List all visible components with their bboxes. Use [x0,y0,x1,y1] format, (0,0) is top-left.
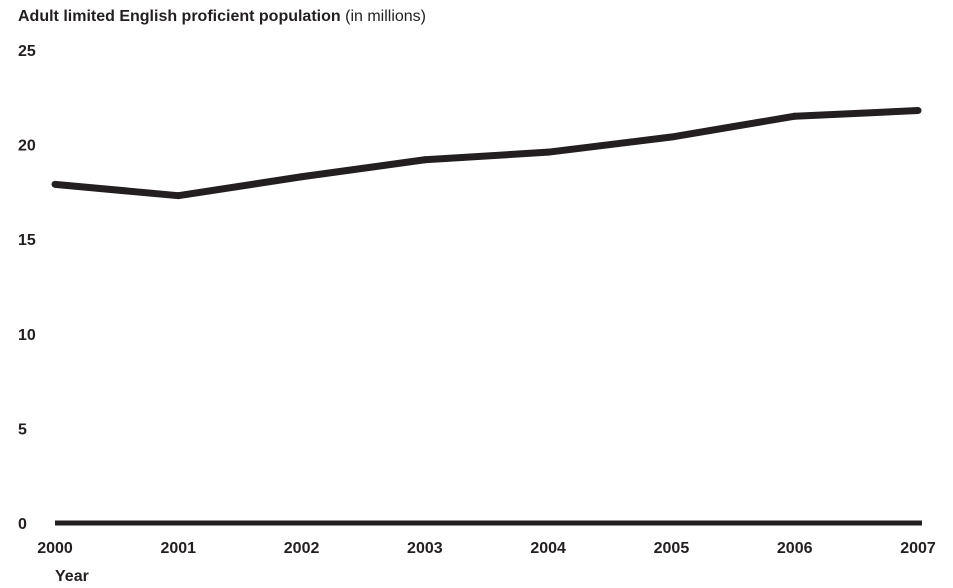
x-tick-label: 2004 [530,540,566,557]
chart-title-units: (in millions) [345,8,427,25]
x-axis-label: Year [55,568,89,585]
data-point [667,133,675,141]
y-tick-label: 15 [18,232,36,249]
y-axis-ticks: 0 5 10 15 20 25 [18,43,36,533]
data-point [544,148,552,156]
data-point [174,192,182,200]
x-tick-label: 2005 [654,540,690,557]
x-tick-label: 2000 [37,540,73,557]
series-line [54,107,919,200]
chart-title: Adult limited English proficient populat… [18,8,426,26]
y-tick-label: 5 [18,421,27,438]
x-tick-label: 2006 [777,540,813,557]
y-tick-label: 10 [18,327,36,344]
x-tick-label: 2007 [900,540,936,557]
data-point [914,107,922,115]
x-tick-label: 2003 [407,540,443,557]
chart-title-main: Adult limited English proficient populat… [18,8,341,25]
x-tick-label: 2001 [160,540,196,557]
y-tick-label: 0 [18,516,27,533]
data-point [51,180,59,188]
data-point [298,173,306,181]
y-tick-label: 20 [18,138,36,155]
data-points [51,107,922,200]
data-point [421,156,429,164]
x-tick-label: 2002 [284,540,320,557]
data-point [791,112,799,120]
x-axis-ticks: 2000 2001 2002 2003 2004 2005 2006 2007 [37,540,936,557]
y-tick-label: 25 [18,43,36,60]
